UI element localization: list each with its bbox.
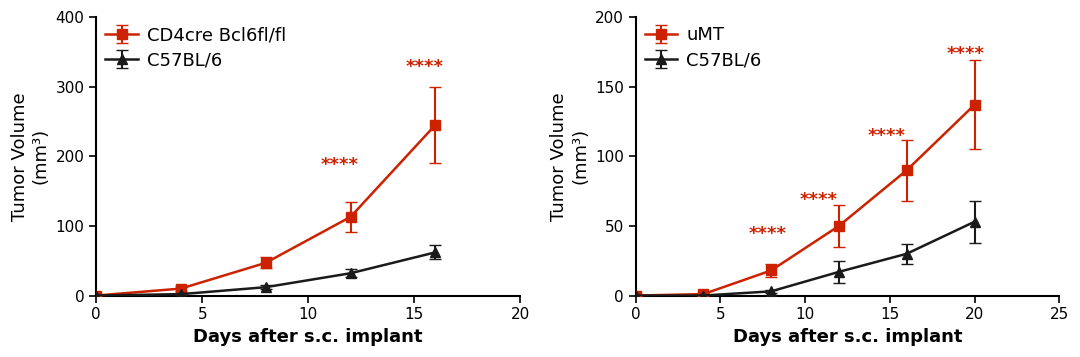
Text: ****: **** <box>799 191 838 209</box>
Text: ****: **** <box>321 156 359 174</box>
Y-axis label: Tumor Volume
(mm³): Tumor Volume (mm³) <box>11 92 50 221</box>
Legend: CD4cre Bcl6fl/fl, C57BL/6: CD4cre Bcl6fl/fl, C57BL/6 <box>99 21 292 75</box>
X-axis label: Days after s.c. implant: Days after s.c. implant <box>732 328 962 346</box>
Text: ****: **** <box>867 127 905 145</box>
Text: ****: **** <box>406 58 444 76</box>
Text: ****: **** <box>748 225 786 243</box>
X-axis label: Days after s.c. implant: Days after s.c. implant <box>193 328 423 346</box>
Legend: uMT, C57BL/6: uMT, C57BL/6 <box>639 21 767 75</box>
Text: ****: **** <box>947 45 985 63</box>
Y-axis label: Tumor Volume
(mm³): Tumor Volume (mm³) <box>551 92 590 221</box>
